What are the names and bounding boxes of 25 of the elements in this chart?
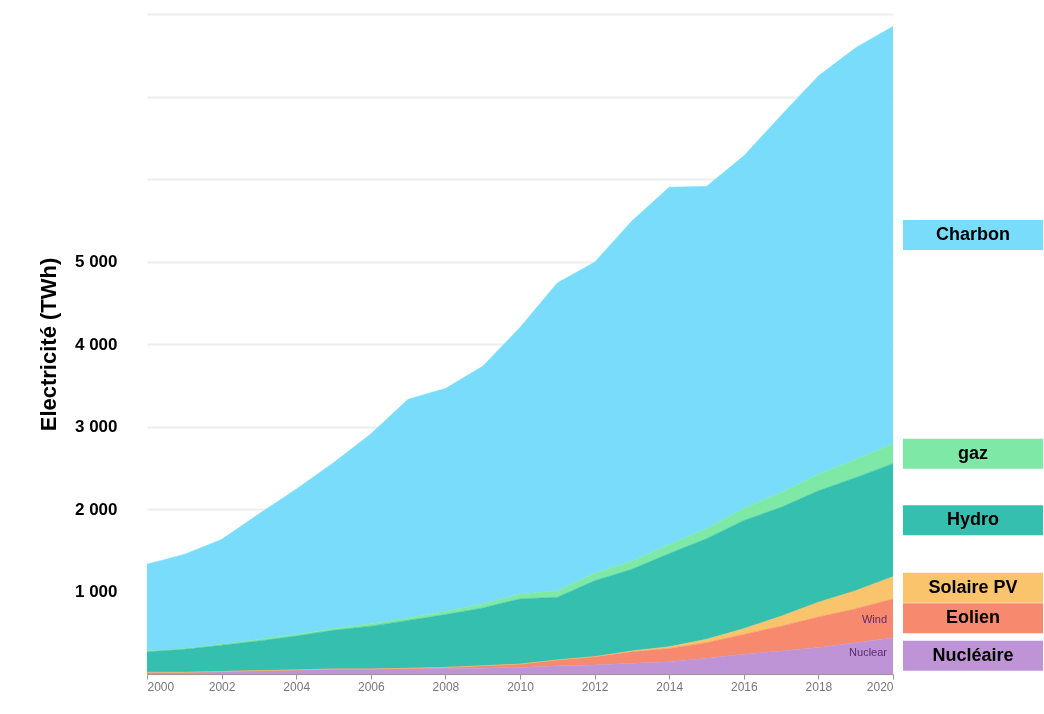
x-tick-label: 2008 [432,679,460,694]
x-tick-label: 2018 [805,679,833,694]
text: Charbon [936,224,1010,245]
x-tick-label: 2006 [357,679,385,694]
x-tick-label: 2004 [283,679,311,694]
y-tick-label: 1 000 [74,582,118,601]
annotation: Nuclear [849,646,888,658]
y-tick-label: 5 000 [74,252,118,271]
x-tick-label: 2000 [147,679,175,694]
x-tick-label: 2002 [208,679,236,694]
x-tick-label: 2010 [507,679,535,694]
y-tick-label: 4 000 [74,334,118,354]
y-axis-title: Electricité (TWh) [35,257,61,432]
x-tick-label: 2020 [866,679,894,694]
x-tick-label: 2014 [656,679,684,694]
text: Eolien [945,607,1001,628]
series-label: Solaire PV [928,576,1018,597]
annotation: Wind [861,613,887,625]
y-tick-label: 3 000 [74,417,118,436]
text: Hydro [946,509,1000,530]
x-tick-label: 2012 [581,679,609,694]
x-tick-label: 2016 [730,679,758,694]
text: Nucléaire [932,644,1014,665]
text: gaz [957,442,989,463]
y-tick-label: 2 000 [74,499,118,519]
